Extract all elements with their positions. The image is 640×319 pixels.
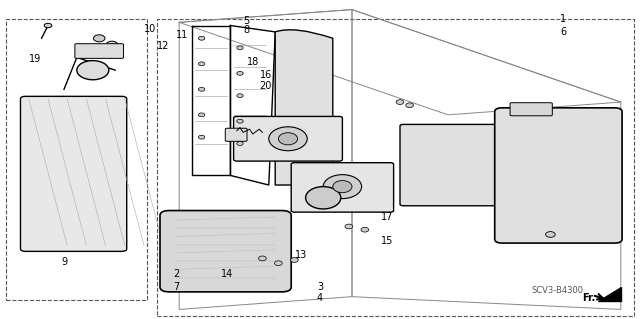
Text: 3: 3	[317, 282, 323, 292]
Ellipse shape	[291, 258, 298, 262]
PathPatch shape	[275, 30, 333, 185]
Ellipse shape	[306, 187, 341, 209]
Ellipse shape	[361, 227, 369, 232]
Ellipse shape	[198, 62, 205, 66]
Text: 16: 16	[259, 70, 272, 80]
Ellipse shape	[198, 135, 205, 139]
Ellipse shape	[93, 35, 105, 42]
Ellipse shape	[345, 224, 353, 229]
Ellipse shape	[237, 71, 243, 75]
Text: 19: 19	[29, 54, 42, 64]
Text: 10: 10	[144, 24, 157, 34]
Text: Fr.: Fr.	[582, 293, 596, 303]
Polygon shape	[598, 287, 621, 301]
Text: 18: 18	[246, 57, 259, 67]
FancyBboxPatch shape	[234, 116, 342, 161]
Text: 2: 2	[173, 269, 179, 279]
Ellipse shape	[406, 103, 413, 108]
Bar	[157, 19, 634, 316]
Ellipse shape	[106, 41, 118, 48]
Text: 5: 5	[243, 16, 250, 26]
Ellipse shape	[396, 100, 404, 105]
Bar	[6, 19, 147, 300]
FancyBboxPatch shape	[495, 108, 622, 243]
Text: 7: 7	[173, 282, 179, 292]
Ellipse shape	[198, 87, 205, 91]
Text: 15: 15	[381, 236, 394, 246]
Ellipse shape	[259, 256, 266, 261]
FancyBboxPatch shape	[400, 124, 496, 206]
Ellipse shape	[237, 94, 243, 98]
Ellipse shape	[44, 23, 52, 28]
Text: 17: 17	[381, 212, 394, 222]
FancyBboxPatch shape	[291, 163, 394, 212]
FancyBboxPatch shape	[510, 103, 552, 116]
Ellipse shape	[198, 113, 205, 117]
Text: 4: 4	[317, 293, 323, 303]
FancyBboxPatch shape	[160, 211, 291, 292]
Ellipse shape	[237, 46, 243, 50]
Ellipse shape	[198, 36, 205, 40]
Ellipse shape	[333, 181, 352, 193]
FancyBboxPatch shape	[225, 128, 247, 141]
Ellipse shape	[323, 175, 362, 198]
Text: 20: 20	[259, 81, 272, 91]
Text: 13: 13	[294, 250, 307, 260]
Text: 12: 12	[157, 41, 170, 51]
Text: 8: 8	[243, 25, 250, 35]
Ellipse shape	[237, 142, 243, 145]
Text: 11: 11	[176, 30, 189, 40]
Ellipse shape	[545, 232, 555, 237]
Ellipse shape	[275, 261, 282, 265]
Text: 14: 14	[221, 269, 234, 279]
Ellipse shape	[278, 133, 298, 145]
Ellipse shape	[269, 127, 307, 151]
Text: 6: 6	[560, 27, 566, 37]
FancyBboxPatch shape	[20, 96, 127, 251]
Text: 9: 9	[61, 256, 67, 267]
Ellipse shape	[237, 119, 243, 123]
Text: 1: 1	[560, 14, 566, 24]
FancyBboxPatch shape	[75, 44, 124, 58]
Ellipse shape	[77, 61, 109, 80]
Text: SCV3-B4300: SCV3-B4300	[531, 286, 583, 295]
